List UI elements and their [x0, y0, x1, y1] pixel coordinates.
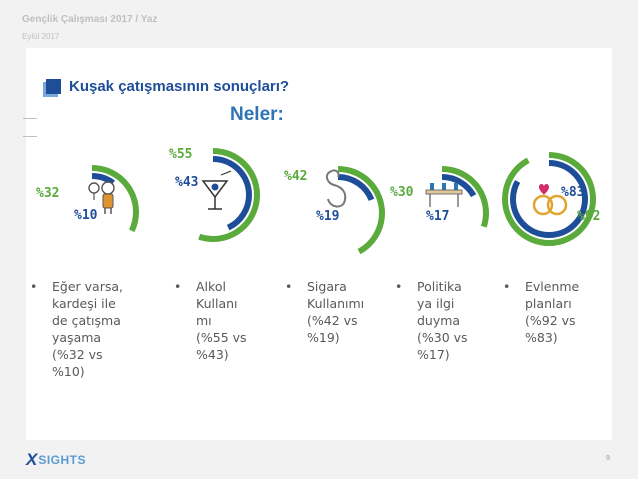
- outer-percent: %83: [561, 185, 585, 200]
- ballot-icon: [425, 183, 463, 207]
- side-divider: [23, 136, 37, 137]
- outer-ring: [45, 165, 139, 259]
- bullet: •: [30, 279, 38, 294]
- list-item: • Alkol Kullanı mı (%55 vs %43): [174, 278, 284, 363]
- list-item-text: Sigara Kullanımı (%42 vs %19): [307, 279, 365, 345]
- inner-ring: [403, 174, 481, 252]
- list-item-text: Politika ya ilgi duyma (%30 vs %17): [417, 279, 468, 362]
- rings-icon: [532, 184, 568, 216]
- outer-percent: %55: [169, 147, 193, 162]
- outer-ring: [166, 148, 260, 242]
- ring-chart: [502, 152, 596, 246]
- ring-chart: [291, 166, 385, 260]
- bullet: •: [174, 279, 182, 294]
- cocktail-icon: [201, 170, 232, 210]
- stat-alcohol: %55 %43: [163, 145, 263, 245]
- stat-marriage: %83 %92: [499, 149, 601, 249]
- inner-percent: %92: [577, 209, 601, 224]
- stat-politics: %30 %17: [390, 163, 492, 263]
- bullet: •: [503, 279, 511, 294]
- list-item: • Evlenme planları (%92 vs %83): [503, 278, 613, 346]
- outer-ring: [291, 166, 385, 260]
- stat-sibling-conflict: %32 %10: [36, 162, 142, 262]
- inner-percent: %10: [74, 208, 98, 223]
- bullet: •: [285, 279, 293, 294]
- outer-percent: %42: [284, 169, 308, 184]
- report-title: Gençlik Çalışması 2017 / Yaz: [22, 14, 158, 25]
- outer-ring: [395, 166, 489, 260]
- list-item-text: Eğer varsa, kardeşi ile de çatışma yaşam…: [52, 279, 123, 379]
- smoke-icon: [326, 169, 347, 208]
- brand-logo: X SIGHTS: [26, 450, 86, 470]
- ring-chart: [166, 148, 260, 242]
- logo-mark: X: [26, 450, 38, 469]
- inner-percent: %17: [426, 209, 450, 224]
- outer-percent: %32: [36, 186, 60, 201]
- list-item-text: Evlenme planları (%92 vs %83): [525, 279, 580, 345]
- outer-ring: [502, 152, 596, 246]
- slide-card: [26, 48, 612, 440]
- report-date: Eylül 2017: [22, 32, 60, 41]
- outer-percent: %30: [390, 185, 414, 200]
- logo-text: SIGHTS: [38, 453, 87, 467]
- ring-chart: [395, 166, 489, 260]
- ring-chart: [45, 165, 139, 259]
- inner-percent: %19: [316, 209, 340, 224]
- title-square-icon: [46, 79, 61, 94]
- slide-title: Kuşak çatışmasının sonuçları?: [69, 78, 290, 95]
- slide-subtitle: Neler:: [230, 104, 284, 125]
- bullet: •: [395, 279, 403, 294]
- children-icon: [88, 181, 115, 214]
- inner-percent: %43: [175, 175, 199, 190]
- stat-smoking: %42 %19: [284, 163, 388, 263]
- list-item: • Politika ya ilgi duyma (%30 vs %17): [395, 278, 505, 363]
- list-item: • Eğer varsa, kardeşi ile de çatışma yaş…: [30, 278, 140, 380]
- list-item: • Sigara Kullanımı (%42 vs %19): [285, 278, 395, 346]
- inner-ring: [174, 156, 252, 234]
- page-number: 9: [606, 455, 610, 462]
- side-divider: [23, 118, 37, 119]
- slide-title-row: Kuşak çatışmasının sonuçları?: [46, 78, 289, 95]
- inner-ring: [53, 173, 131, 251]
- inner-ring: [510, 160, 588, 238]
- list-item-text: Alkol Kullanı mı (%55 vs %43): [196, 279, 247, 362]
